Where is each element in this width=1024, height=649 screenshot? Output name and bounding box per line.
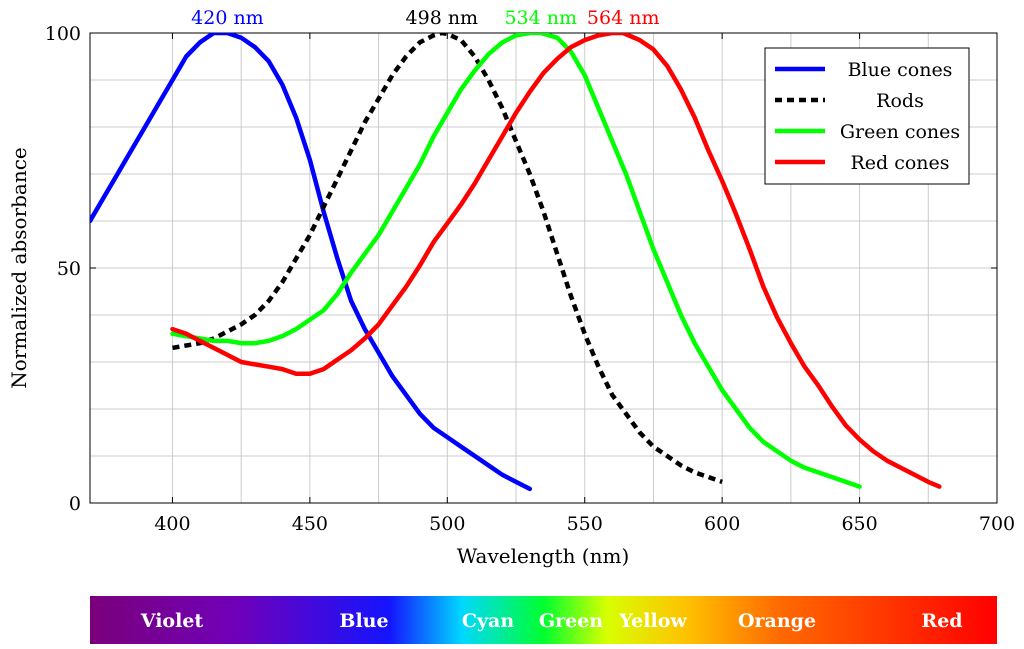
x-tick-label: 600 (704, 513, 740, 535)
x-tick-label: 650 (841, 513, 877, 535)
spectrum-label: Violet (140, 610, 204, 632)
spectrum-label: Red (921, 610, 962, 632)
series-line-blue-cones (90, 33, 533, 492)
y-axis-label: Normalized absorbance (7, 147, 31, 389)
x-tick-label: 500 (429, 513, 465, 535)
series-layer (90, 33, 942, 492)
legend-label: Green cones (840, 121, 960, 143)
spectrum-label: Yellow (618, 610, 687, 632)
peak-annotations: 420 nm 498 nm 534 nm 564 nm (191, 7, 659, 29)
axis-ticks: 400 450 500 550 600 650 700 0 50 100 (45, 23, 1015, 535)
legend-label: Red cones (850, 152, 949, 174)
peak-label: 534 nm (504, 7, 577, 29)
y-tick-label: 0 (69, 493, 81, 515)
y-tick-label: 100 (45, 23, 81, 45)
x-tick-label: 400 (154, 513, 190, 535)
x-tick-label: 700 (979, 513, 1015, 535)
x-axis-label: Wavelength (nm) (457, 544, 630, 568)
legend-label: Rods (876, 90, 924, 112)
spectrum-label: Green (539, 610, 603, 632)
spectrum-label: Blue (339, 610, 388, 632)
legend: Blue cones Rods Green cones Red cones (764, 47, 970, 185)
peak-label: 564 nm (587, 7, 660, 29)
spectrum-label: Orange (738, 610, 816, 632)
x-tick-label: 450 (292, 513, 328, 535)
peak-label: 498 nm (406, 7, 479, 29)
series-line-green-cones (170, 33, 862, 489)
x-tick-label: 550 (567, 513, 603, 535)
spectrum-bar: Violet Blue Cyan Green Yellow Orange Red (90, 596, 997, 644)
legend-label: Blue cones (848, 59, 953, 81)
spectrum-gradient-bar (90, 596, 997, 644)
series-line-rods (172, 33, 723, 485)
peak-label: 420 nm (191, 7, 264, 29)
series-line-red-cones (170, 33, 942, 489)
spectrum-label: Cyan (462, 610, 514, 632)
y-tick-label: 50 (57, 258, 81, 280)
